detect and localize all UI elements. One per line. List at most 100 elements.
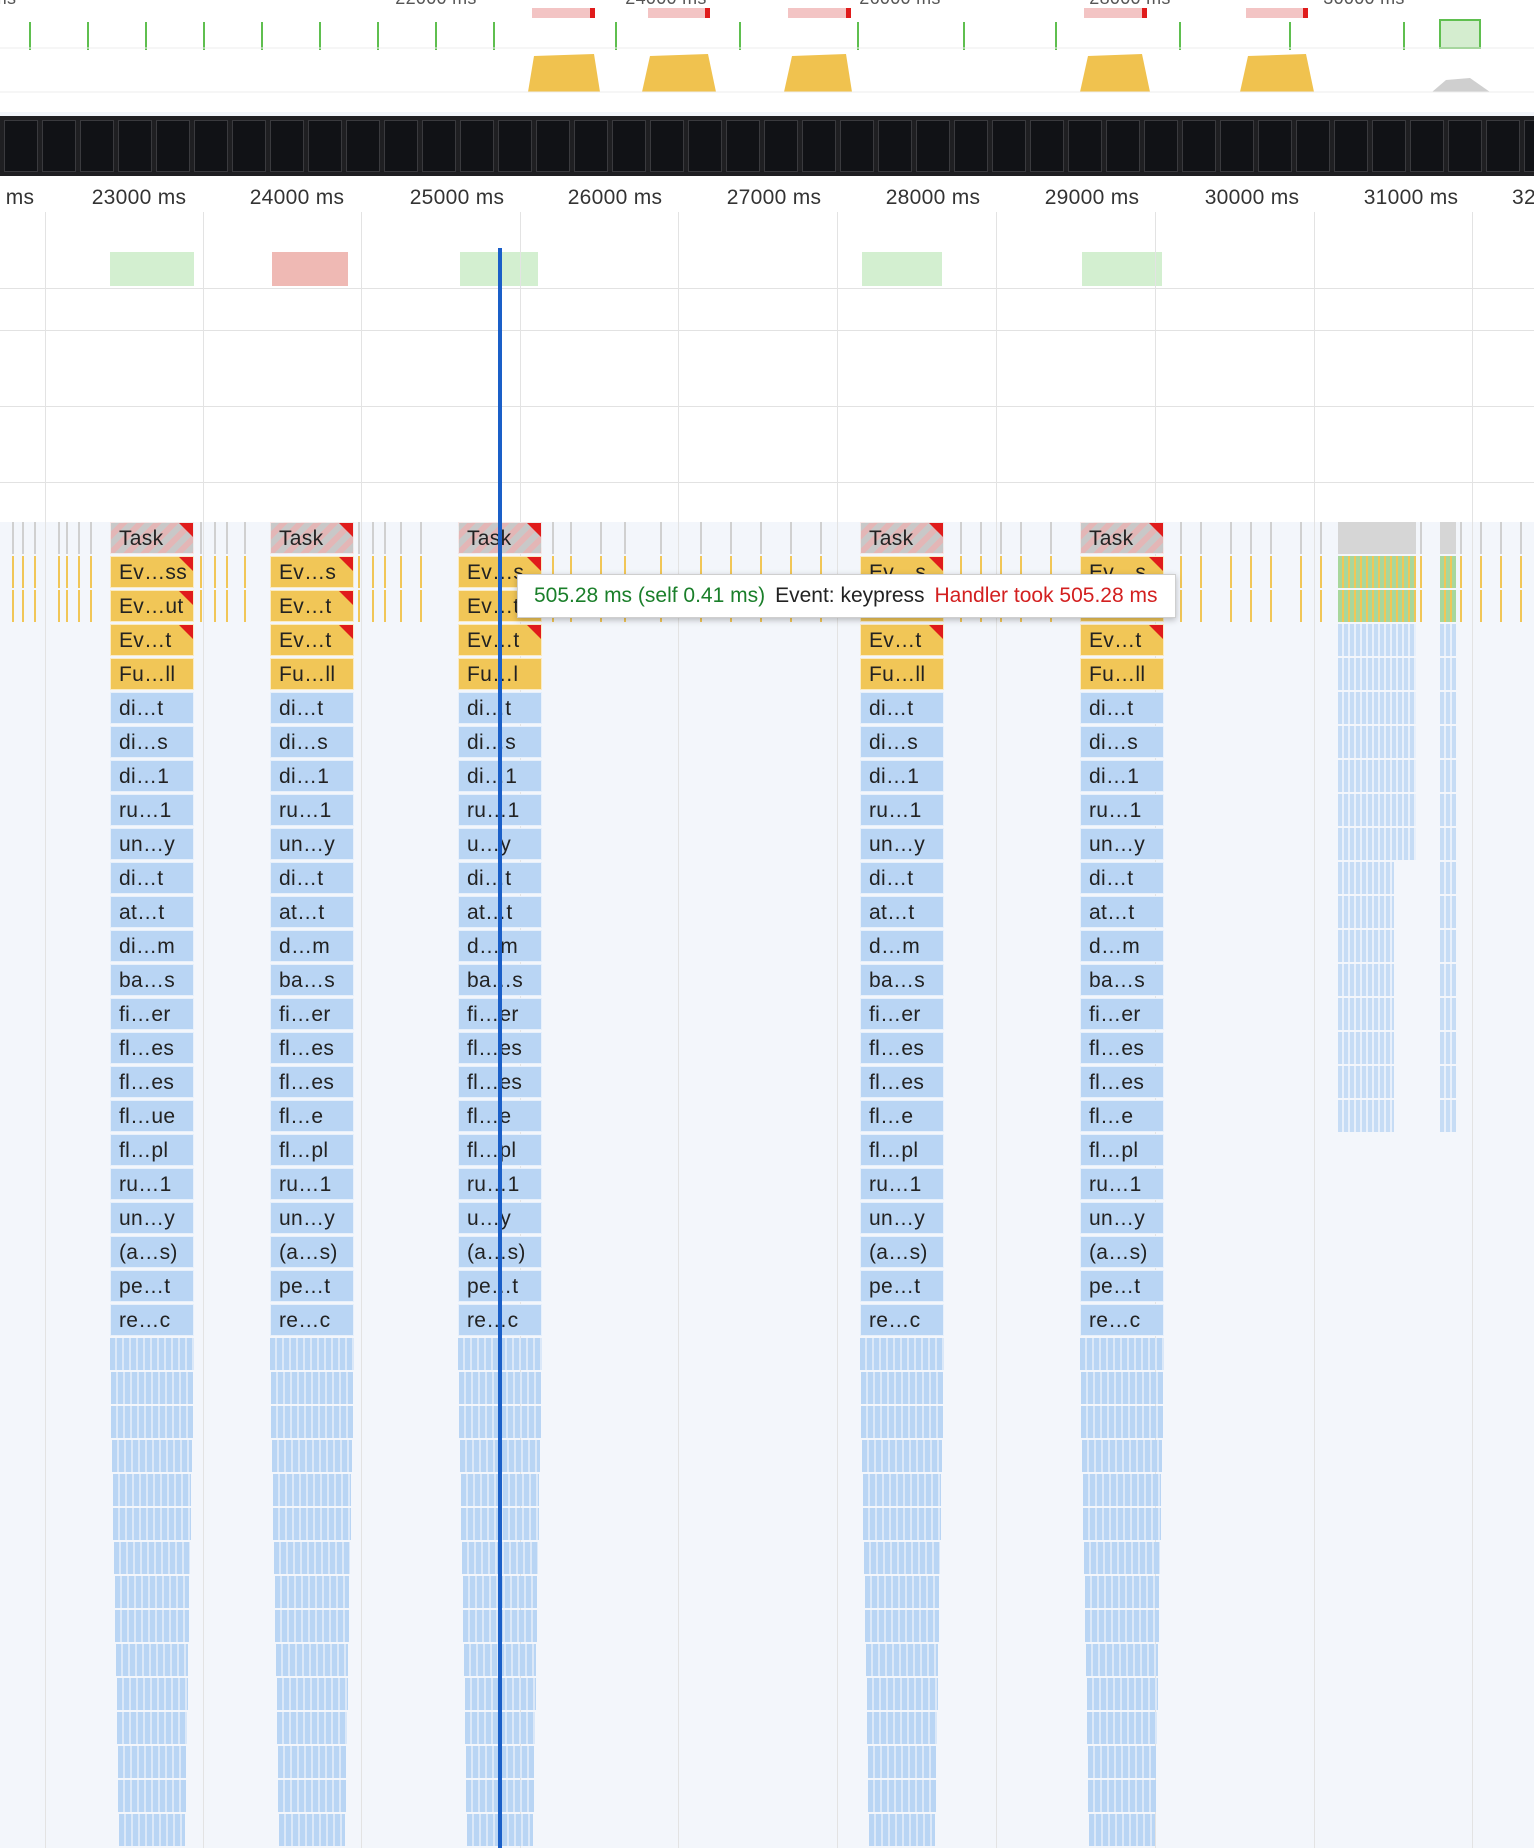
task-sliver[interactable] — [570, 556, 572, 588]
screenshot-frame[interactable] — [802, 120, 836, 172]
task-sliver[interactable] — [1480, 590, 1482, 622]
flame-deep-frame[interactable] — [115, 1610, 189, 1642]
dense-frame-cluster[interactable] — [1338, 1100, 1394, 1132]
dense-frame-cluster[interactable] — [1440, 964, 1456, 996]
task-sliver[interactable] — [1300, 522, 1302, 554]
task-sliver[interactable] — [1270, 556, 1272, 588]
dense-frame-cluster[interactable] — [1338, 1066, 1394, 1098]
task-sliver[interactable] — [1230, 522, 1232, 554]
dense-frame-cluster[interactable] — [1338, 1032, 1394, 1064]
flame-deep-frame[interactable] — [271, 1440, 353, 1472]
screenshot-frame[interactable] — [726, 120, 760, 172]
flame-deep-frame[interactable] — [270, 1338, 354, 1370]
flame-bar[interactable]: Fu…ll — [860, 658, 944, 690]
flame-deep-frame[interactable] — [1085, 1610, 1159, 1642]
flame-deep-frame[interactable] — [1089, 1814, 1155, 1846]
flame-deep-frame[interactable] — [1087, 1746, 1157, 1778]
screenshot-frame[interactable] — [1486, 120, 1520, 172]
task-sliver[interactable] — [700, 522, 702, 554]
flame-bar[interactable]: fl…es — [1080, 1032, 1164, 1064]
task-sliver[interactable] — [58, 556, 60, 588]
flame-deep-frame[interactable] — [1084, 1576, 1160, 1608]
flame-bar[interactable]: (a…s) — [860, 1236, 944, 1268]
flame-bar[interactable]: Ev…ss — [110, 556, 194, 588]
flame-bar[interactable]: pe…t — [458, 1270, 542, 1302]
task-sliver[interactable] — [1250, 522, 1252, 554]
dense-frame-cluster[interactable] — [1440, 522, 1456, 554]
task-sliver[interactable] — [12, 522, 14, 554]
task-sliver[interactable] — [1250, 590, 1252, 622]
flame-bar[interactable]: fl…e — [1080, 1100, 1164, 1132]
dense-frame-cluster[interactable] — [1440, 760, 1456, 792]
task-sliver[interactable] — [1180, 556, 1182, 588]
dense-frame-cluster[interactable] — [1440, 896, 1456, 928]
screenshot-frame[interactable] — [1182, 120, 1216, 172]
flame-deep-frame[interactable] — [278, 1780, 346, 1812]
dense-frame-cluster[interactable] — [1440, 828, 1456, 860]
task-sliver[interactable] — [384, 590, 386, 622]
task-sliver[interactable] — [1420, 590, 1422, 622]
task-sliver[interactable] — [1420, 556, 1422, 588]
flame-bar[interactable]: d…m — [860, 930, 944, 962]
flame-deep-frame[interactable] — [272, 1474, 352, 1506]
task-sliver[interactable] — [78, 556, 80, 588]
flame-deep-frame[interactable] — [277, 1712, 347, 1744]
task-sliver[interactable] — [400, 556, 402, 588]
flame-deep-frame[interactable] — [869, 1814, 935, 1846]
flame-bar[interactable]: di…s — [270, 726, 354, 758]
flame-deep-frame[interactable] — [110, 1372, 194, 1404]
flame-bar[interactable]: un…y — [270, 1202, 354, 1234]
flame-deep-frame[interactable] — [118, 1780, 186, 1812]
task-sliver[interactable] — [552, 522, 554, 554]
flame-bar[interactable]: ba…s — [270, 964, 354, 996]
task-sliver[interactable] — [200, 556, 202, 588]
flame-deep-frame[interactable] — [1080, 1372, 1164, 1404]
flame-bar[interactable]: Ev…t — [270, 590, 354, 622]
task-sliver[interactable] — [624, 556, 626, 588]
task-sliver[interactable] — [1320, 556, 1322, 588]
task-sliver[interactable] — [420, 556, 422, 588]
dense-frame-cluster[interactable] — [1338, 590, 1416, 622]
screenshot-frame[interactable] — [80, 120, 114, 172]
task-sliver[interactable] — [78, 590, 80, 622]
flame-bar[interactable]: Ev…t — [860, 624, 944, 656]
flame-deep-frame[interactable] — [111, 1440, 193, 1472]
task-sliver[interactable] — [58, 590, 60, 622]
task-sliver[interactable] — [12, 556, 14, 588]
flame-deep-frame[interactable] — [116, 1678, 188, 1710]
flame-bar[interactable]: fl…es — [860, 1032, 944, 1064]
screenshot-frame[interactable] — [1144, 120, 1178, 172]
dense-frame-cluster[interactable] — [1440, 624, 1456, 656]
task-sliver[interactable] — [372, 556, 374, 588]
task-sliver[interactable] — [1230, 590, 1232, 622]
dense-frame-cluster[interactable] — [1338, 930, 1394, 962]
flame-bar[interactable]: fl…es — [1080, 1066, 1164, 1098]
dense-frame-cluster[interactable] — [1440, 590, 1456, 622]
flame-deep-frame[interactable] — [1081, 1440, 1163, 1472]
flame-bar[interactable]: di…t — [110, 692, 194, 724]
task-sliver[interactable] — [1200, 556, 1202, 588]
screenshot-frame[interactable] — [4, 120, 38, 172]
screenshot-filmstrip[interactable] — [0, 116, 1534, 176]
flame-bar[interactable]: fi…er — [1080, 998, 1164, 1030]
task-sliver[interactable] — [226, 522, 228, 554]
flame-deep-frame[interactable] — [113, 1542, 191, 1574]
flame-bar[interactable]: di…1 — [1080, 760, 1164, 792]
flame-deep-frame[interactable] — [111, 1406, 193, 1438]
task-sliver[interactable] — [1420, 522, 1422, 554]
flame-bar[interactable]: Ev…t — [1080, 624, 1164, 656]
flame-bar[interactable]: Ev…ut — [110, 590, 194, 622]
dense-frame-cluster[interactable] — [1338, 964, 1394, 996]
flame-bar[interactable]: ru…1 — [860, 1168, 944, 1200]
flame-bar[interactable]: at…t — [1080, 896, 1164, 928]
task-sliver[interactable] — [980, 556, 982, 588]
screenshot-frame[interactable] — [422, 120, 456, 172]
task-sliver[interactable] — [66, 522, 68, 554]
flame-bar[interactable]: d…m — [270, 930, 354, 962]
flame-bar[interactable]: pe…t — [860, 1270, 944, 1302]
flame-deep-frame[interactable] — [1087, 1712, 1157, 1744]
dense-frame-cluster[interactable] — [1440, 862, 1456, 894]
task-sliver[interactable] — [384, 522, 386, 554]
flame-bar[interactable]: Ev…s — [270, 556, 354, 588]
dense-frame-cluster[interactable] — [1440, 998, 1456, 1030]
